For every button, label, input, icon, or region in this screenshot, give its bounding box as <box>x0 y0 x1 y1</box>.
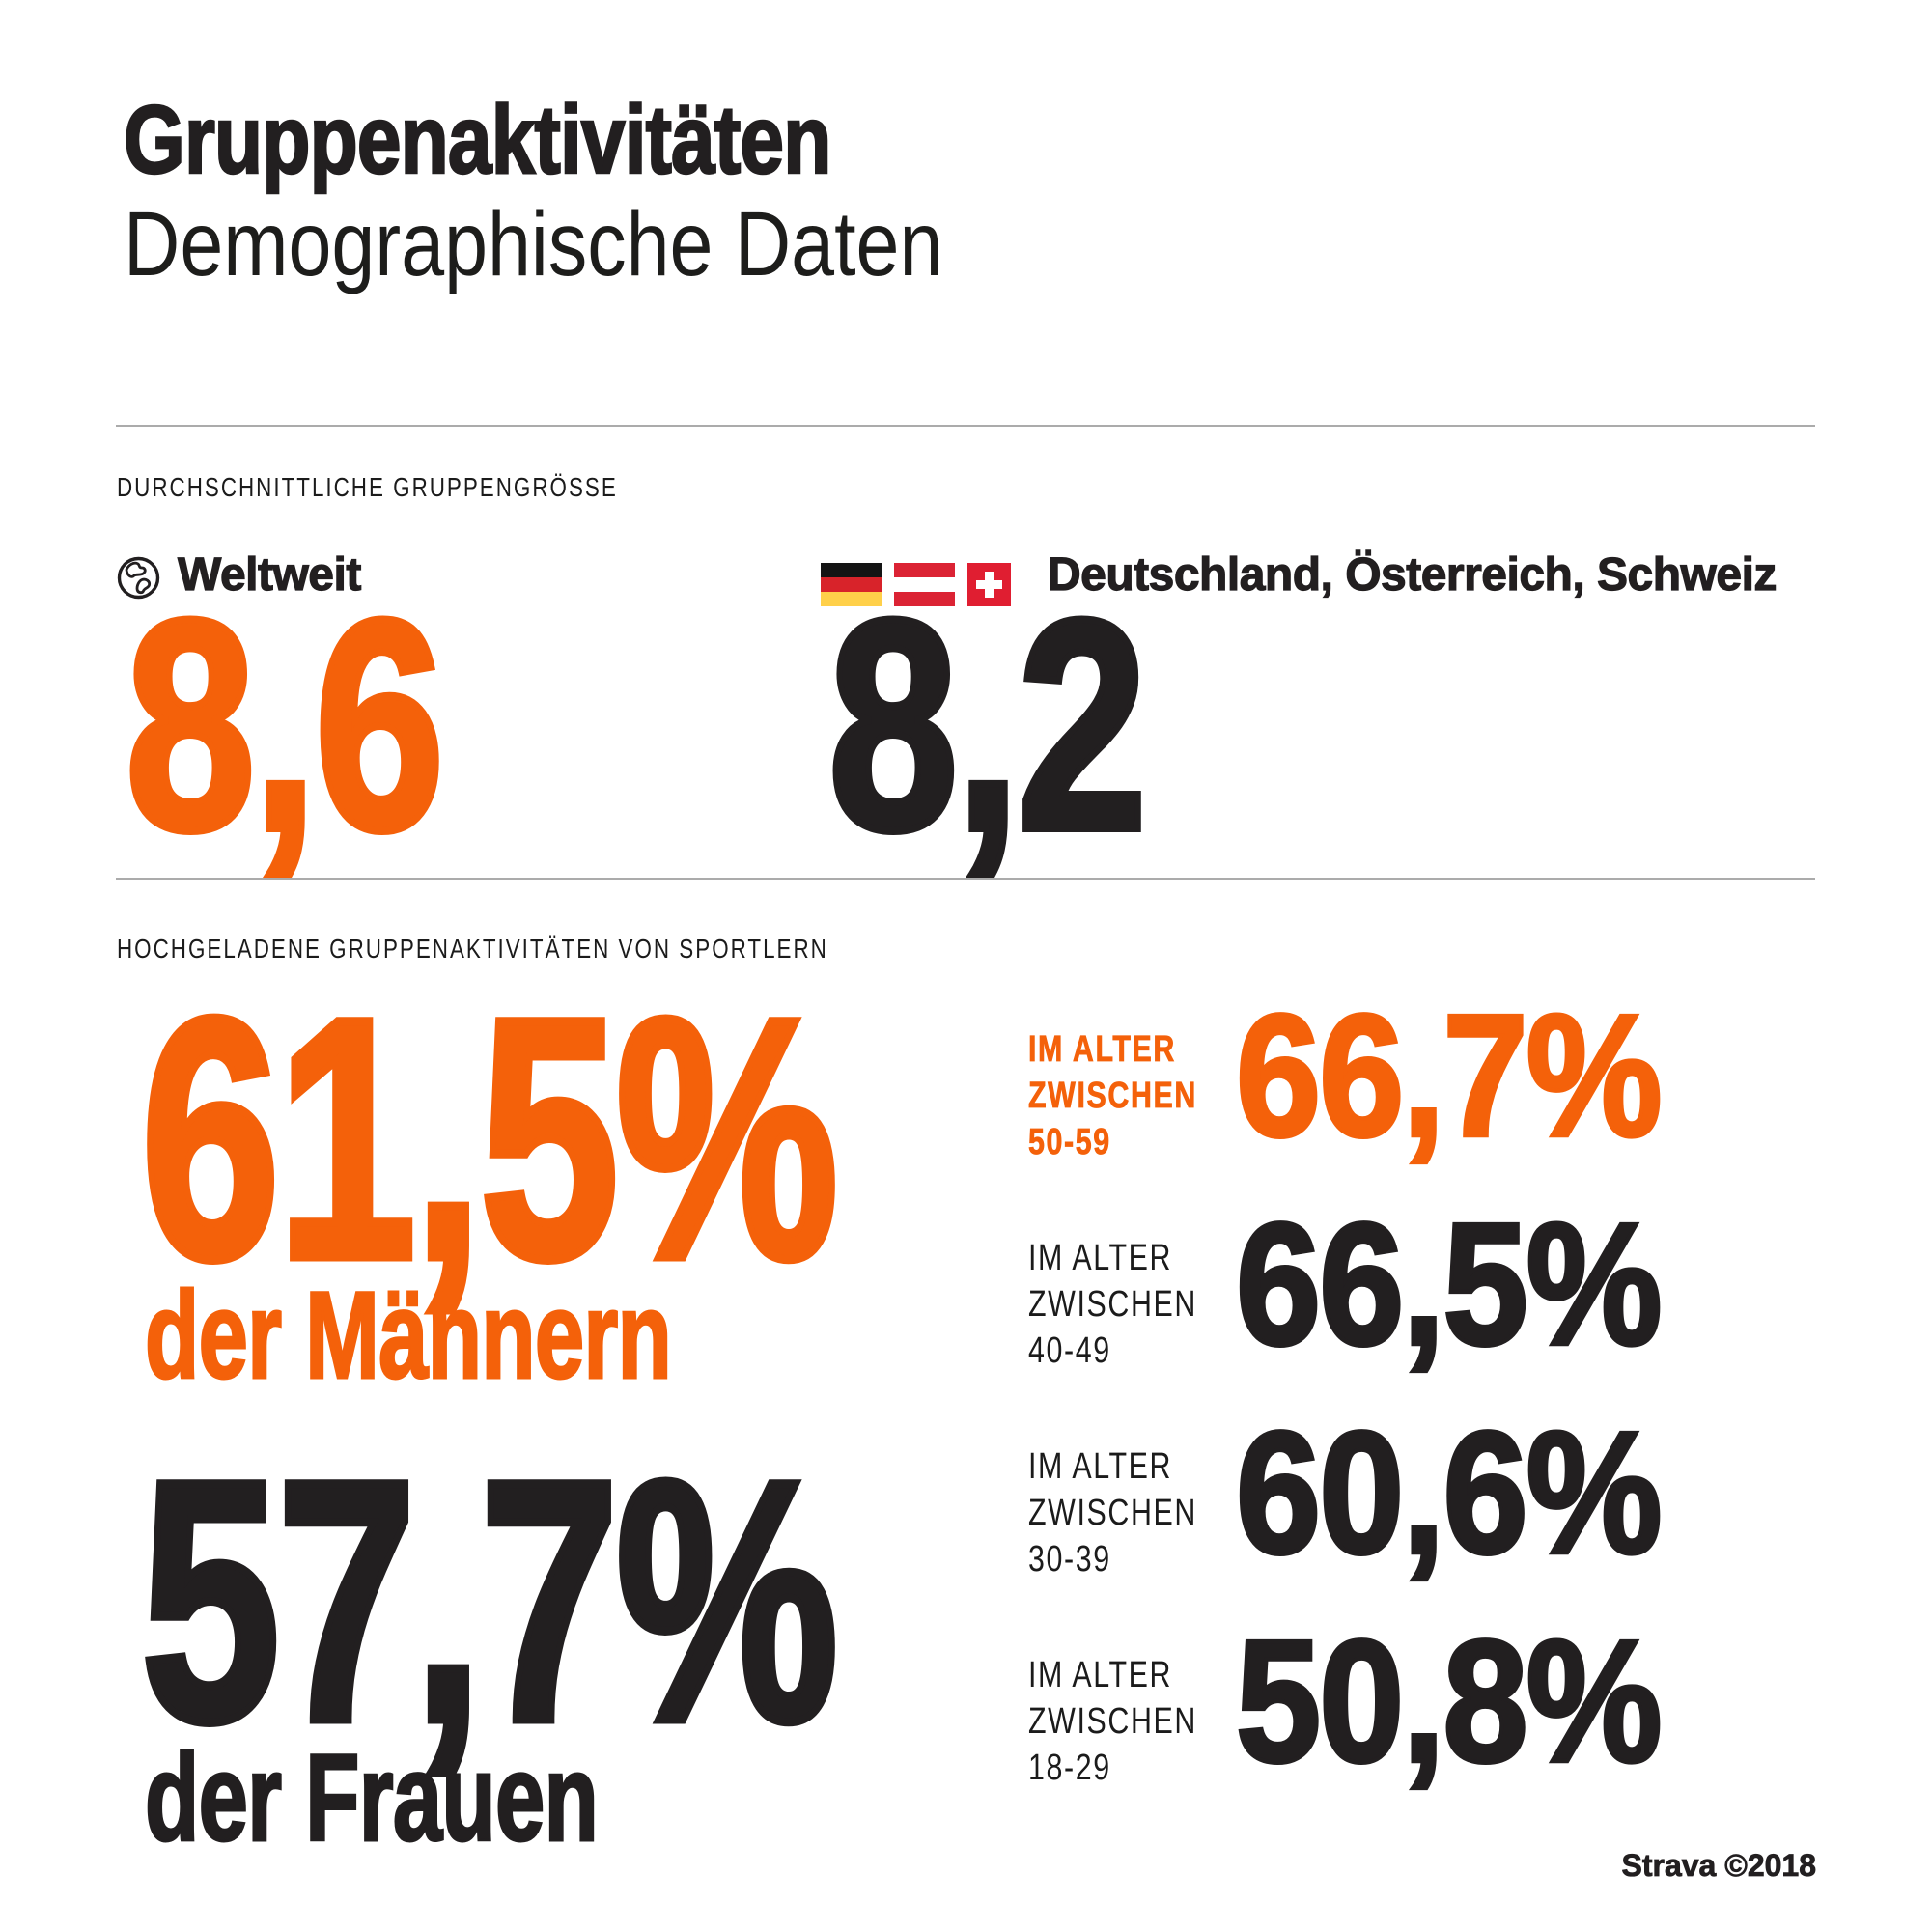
men-label: der Männern <box>144 1267 673 1405</box>
germany-flag-icon <box>821 563 882 606</box>
age-group-label: IM ALTER ZWISCHEN 50-59 <box>1028 1029 1197 1163</box>
source-credit: Strava ©2018 <box>1621 1848 1816 1884</box>
age-group-label: IM ALTER ZWISCHEN 18-29 <box>1028 1655 1197 1788</box>
age-group-value: 66,5% <box>1234 1188 1664 1382</box>
age-group-label: IM ALTER ZWISCHEN 30-39 <box>1028 1446 1197 1580</box>
page-title-text: Gruppenaktivitäten <box>123 86 832 194</box>
women-label: der Frauen <box>144 1729 600 1867</box>
age-group-label: IM ALTER ZWISCHEN 40-49 <box>1028 1238 1197 1371</box>
flag-group <box>821 563 1011 606</box>
divider <box>116 878 1815 880</box>
men-percentage-value: 61,5% <box>138 948 842 1330</box>
page-title: Gruppenaktivitäten <box>123 86 986 194</box>
dach-label: Deutschland, Österreich, Schweiz <box>1047 549 1778 601</box>
dach-avg-value: 8,2 <box>826 557 1151 892</box>
austria-flag-icon <box>894 563 955 606</box>
page-subtitle-text: Demographische Daten <box>124 193 943 295</box>
age-group-row-40-49: IM ALTER ZWISCHEN 40-49 66,5% <box>1026 1188 1760 1401</box>
age-group-value: 66,7% <box>1234 979 1664 1173</box>
globe-icon <box>117 556 160 600</box>
age-group-row-18-29: IM ALTER ZWISCHEN 18-29 50,8% <box>1026 1605 1760 1818</box>
age-group-value: 50,8% <box>1234 1605 1664 1799</box>
women-percentage-value: 57,7% <box>138 1411 842 1793</box>
worldwide-label: Weltweit <box>177 549 362 601</box>
age-group-row-50-59: IM ALTER ZWISCHEN 50-59 66,7% <box>1026 979 1760 1192</box>
switzerland-flag-icon <box>967 563 1011 606</box>
age-groups: IM ALTER ZWISCHEN 50-59 66,7% IM ALTER ZWISCH… <box>1026 979 1760 1801</box>
section-label-avg-group-size: DURCHSCHNITTLICHE GRUPPENGRÖSSE <box>117 472 618 502</box>
age-group-row-30-39: IM ALTER ZWISCHEN 30-39 60,6% <box>1026 1396 1760 1609</box>
page-subtitle: Demographische Daten <box>124 193 1087 295</box>
divider <box>116 425 1815 427</box>
worldwide-avg-value: 8,6 <box>123 557 448 892</box>
age-group-value: 60,6% <box>1234 1396 1664 1590</box>
section-label-uploads: HOCHGELADENE GRUPPENAKTIVITÄTEN VON SPOR… <box>117 934 828 964</box>
